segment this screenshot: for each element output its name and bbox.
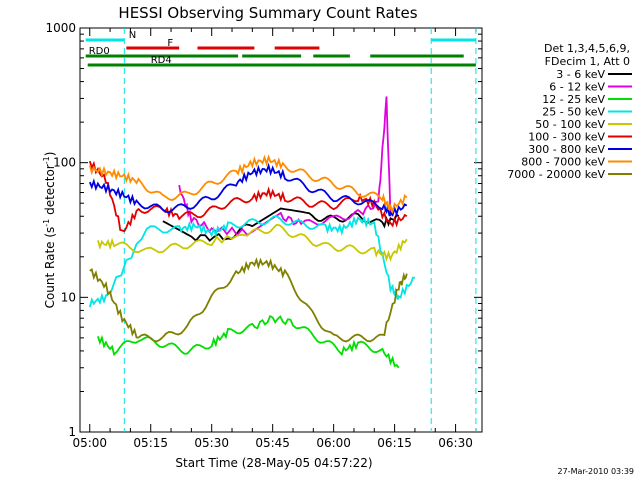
- y-tick-label: 10: [61, 290, 76, 304]
- y-tick-label: 1: [68, 425, 76, 439]
- x-tick-label: 06:00: [316, 436, 351, 450]
- legend-entry-label: 25 - 50 keV: [542, 106, 605, 119]
- series-line-300-800-keV: [88, 162, 408, 217]
- legend-header: Det 1,3,4,5,6,9,: [544, 42, 630, 55]
- x-tick-label: 05:45: [255, 436, 290, 450]
- series-line-50-100-keV: [97, 223, 408, 263]
- x-tick-label: 05:15: [133, 436, 168, 450]
- series-line-100-300-keV: [88, 160, 408, 233]
- flag-label-rd0: RD0: [89, 46, 110, 57]
- y-axis-label-sup2: -1: [42, 156, 51, 164]
- x-tick-label: 05:00: [72, 436, 107, 450]
- y-tick-label: 100: [53, 156, 76, 170]
- legend-entry-label: 300 - 800 keV: [528, 143, 605, 156]
- series-line-800-7000-keV: [88, 154, 408, 215]
- series-line-25-50-keV: [88, 215, 415, 308]
- legend: Det 1,3,4,5,6,9,FDecim 1, Att 03 - 6 keV…: [507, 42, 632, 181]
- legend-entry-label: 12 - 25 keV: [542, 93, 605, 106]
- chart-title: HESSI Observing Summary Count Rates: [118, 4, 417, 22]
- y-axis-label-end: ): [43, 152, 57, 157]
- legend-entry-label: 3 - 6 keV: [556, 68, 605, 81]
- legend-entry-label: 7000 - 20000 keV: [507, 168, 605, 181]
- y-axis-label-mid: detector: [43, 164, 57, 219]
- series-line-6-12-keV: [178, 96, 392, 237]
- x-axis-label: Start Time (28-May-05 04:57:22): [175, 456, 372, 470]
- plot-area: 05:00 05:15 05:30 05:45 06:00 06:15 06:30 1 10 10…: [45, 21, 483, 450]
- flag-label-f: F: [167, 38, 173, 49]
- legend-entry-label: 50 - 100 keV: [535, 118, 605, 131]
- x-tick-label: 06:30: [438, 436, 473, 450]
- flag-label-rd4: RD4: [151, 55, 172, 66]
- y-axis-label-main: Count Rate (s: [43, 227, 57, 309]
- legend-entry-label: 800 - 7000 keV: [521, 156, 605, 169]
- y-axis-label-sup1: -1: [42, 219, 51, 227]
- legend-header: FDecim 1, Att 0: [545, 55, 630, 68]
- y-axis-label: Count Rate (s-1 detector-1): [42, 152, 57, 309]
- plot-frame: [79, 27, 483, 433]
- x-tick-label: 05:30: [194, 436, 229, 450]
- series-line-12-25-keV: [97, 314, 400, 369]
- legend-entry-label: 6 - 12 keV: [549, 81, 605, 94]
- flag-label-n: N: [129, 30, 136, 41]
- y-tick-label: 1000: [45, 21, 76, 35]
- series-line-7000-20000-keV: [89, 257, 408, 343]
- x-tick-label: 06:15: [377, 436, 412, 450]
- legend-entry-label: 100 - 300 keV: [528, 131, 605, 144]
- timestamp: 27-Mar-2010 03:39: [558, 467, 635, 476]
